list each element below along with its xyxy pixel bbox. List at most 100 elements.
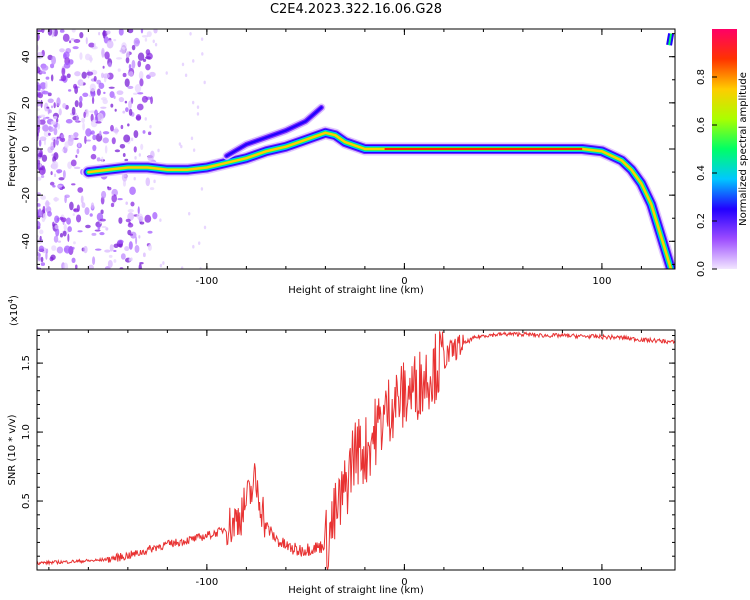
noise-speck [104, 145, 108, 154]
noise-speck [66, 73, 71, 79]
noise-speck [90, 130, 95, 135]
noise-speck [38, 210, 43, 217]
noise-speck [124, 246, 130, 252]
noise-speck [105, 227, 109, 231]
noise-speck [42, 205, 46, 214]
noise-speck [127, 29, 134, 34]
noise-speck [132, 92, 138, 95]
noise-speck [55, 118, 59, 123]
noise-speck [48, 109, 52, 114]
noise-speck [110, 124, 114, 132]
noise-speck [131, 59, 136, 69]
noise-speck [188, 211, 191, 216]
noise-speck [142, 130, 146, 134]
noise-speck [144, 56, 152, 60]
noise-speck [84, 135, 87, 144]
noise-speck [147, 131, 152, 136]
noise-speck [144, 214, 152, 223]
noise-speck [150, 96, 153, 105]
noise-speck [77, 142, 81, 148]
noise-speck [100, 106, 107, 109]
noise-speck [101, 225, 107, 229]
colorbar: 0.0 0.2 0.4 0.6 0.8 Normalized spectral ampl… [696, 29, 749, 277]
noise-speck [73, 83, 78, 89]
snr-xlabel: Height of straight line (km) [288, 585, 424, 596]
noise-speck [38, 166, 46, 176]
noise-speck [127, 208, 134, 213]
noise-speck [123, 174, 127, 178]
noise-speck [53, 197, 60, 202]
noise-speck [135, 114, 142, 121]
noise-speck [96, 157, 101, 162]
noise-speck [67, 233, 70, 243]
noise-speck [141, 95, 148, 103]
noise-speck [196, 112, 200, 116]
noise-speck [93, 42, 96, 49]
noise-speck [102, 73, 110, 79]
noise-speck [96, 88, 101, 96]
noise-speck [60, 134, 65, 139]
noise-speck [53, 138, 56, 148]
noise-speck [62, 103, 67, 109]
noise-speck [45, 80, 48, 90]
noise-speck [139, 221, 145, 225]
noise-speck [63, 245, 71, 254]
noise-speck [100, 72, 104, 79]
noise-speck [154, 42, 158, 47]
noise-speck [73, 241, 76, 245]
noise-speck [37, 223, 40, 227]
noise-speck [56, 184, 63, 188]
noise-speck [100, 97, 107, 101]
colorbar-label: Normalized spectral amplitude [738, 72, 749, 226]
noise-speck [99, 130, 102, 137]
colorbar-tick-label: 0.4 [696, 165, 707, 181]
noise-speck [190, 136, 194, 141]
noise-speck [138, 235, 141, 239]
noise-speck [90, 91, 96, 97]
noise-speck [64, 195, 67, 204]
noise-speck [153, 179, 156, 184]
noise-speck [40, 99, 43, 109]
noise-speck [120, 124, 124, 130]
noise-speck [90, 113, 94, 123]
noise-speck [100, 190, 107, 199]
noise-speck [48, 126, 54, 132]
noise-speck [61, 67, 66, 76]
noise-speck [37, 108, 40, 111]
noise-speck [39, 82, 47, 90]
noise-speck [53, 127, 58, 136]
y-tick-label: 20 [21, 96, 32, 109]
noise-speck [128, 108, 133, 116]
noise-speck [71, 183, 76, 186]
x-tick-label: -100 [196, 577, 219, 588]
noise-speck [180, 144, 183, 149]
noise-speck [75, 264, 78, 269]
spectrogram-panel: -100 0 100 -40 -20 0 20 40 Height of straight l… [7, 28, 676, 296]
noise-speck [45, 248, 49, 254]
noise-speck [86, 139, 91, 142]
noise-speck [131, 44, 136, 51]
noise-speck [75, 114, 79, 123]
noise-speck [42, 213, 47, 220]
snr-scale-base: (x10 [9, 303, 20, 326]
noise-speck [159, 218, 162, 222]
noise-speck [121, 42, 127, 50]
noise-speck [101, 47, 105, 57]
noise-speck [58, 177, 65, 181]
noise-speck [54, 173, 57, 178]
noise-speck [107, 186, 110, 189]
noise-speck [196, 105, 200, 109]
noise-speck [85, 128, 92, 137]
snr-panel: -100 0 100 0.5 1.0 1.5 Height of straight lin… [7, 295, 676, 596]
noise-speck [85, 37, 88, 45]
noise-speck [89, 54, 93, 63]
noise-speck [64, 141, 69, 149]
noise-speck [84, 53, 91, 61]
noise-speck [134, 156, 137, 160]
colorbar-tick-label: 0.0 [696, 261, 707, 277]
snr-scale-exponent: 4 [7, 298, 15, 303]
x-tick-label: 0 [401, 276, 407, 287]
noise-speck [37, 251, 40, 256]
noise-speck [98, 82, 105, 89]
noise-speck [110, 103, 114, 108]
